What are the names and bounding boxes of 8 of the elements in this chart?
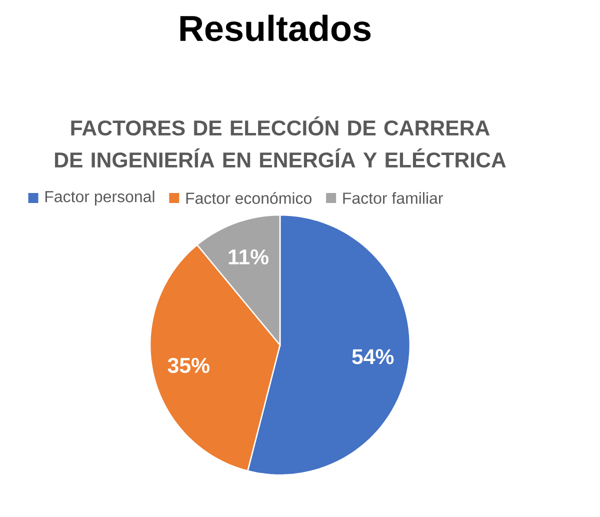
legend-label: Factor económico xyxy=(186,192,312,204)
legend-label: Factor familiar xyxy=(343,192,443,204)
data-label: 35% xyxy=(168,358,210,373)
data-label: 11% xyxy=(228,249,268,264)
data-label: 54% xyxy=(352,349,394,364)
chart-subtitle: FACTORES DE ELECCIÓN DE CARRERA DE INGENIERÍA EN ENERGÍA Y ELÉCTRICA xyxy=(55,116,506,168)
legend-label: Factor personal xyxy=(45,190,154,206)
chart-title: Resultados xyxy=(180,14,371,42)
